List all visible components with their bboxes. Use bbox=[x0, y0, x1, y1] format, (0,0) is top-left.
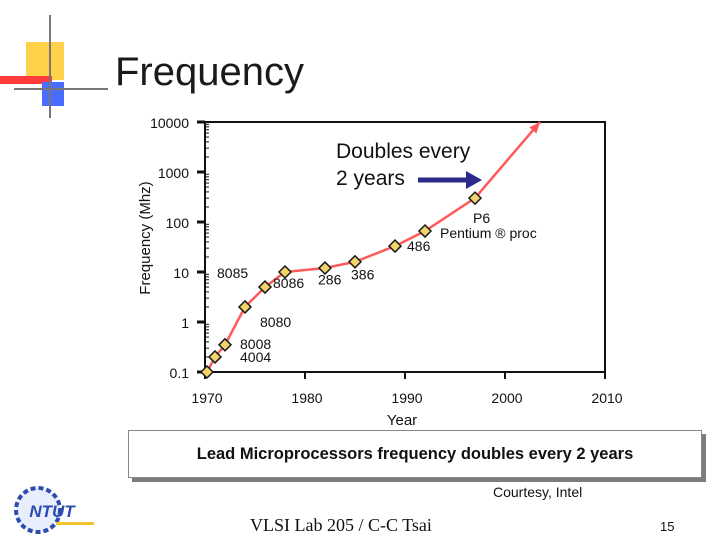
x-tick-label: 1970 bbox=[191, 390, 222, 406]
annotation-arrow-head bbox=[466, 171, 482, 189]
data-point-marker bbox=[387, 239, 403, 254]
logo-wordmark: NTUT bbox=[29, 502, 76, 521]
point-label: 8085 bbox=[217, 265, 248, 281]
data-point-marker bbox=[237, 299, 253, 315]
y-tick-label: 10 bbox=[173, 265, 189, 281]
data-point-marker bbox=[417, 223, 433, 239]
data-point-marker bbox=[207, 349, 223, 365]
page-number: 15 bbox=[660, 519, 675, 534]
data-point-marker bbox=[467, 191, 483, 206]
annotation-line-2: 2 years bbox=[336, 167, 405, 190]
y-tick-label: 0.1 bbox=[170, 365, 190, 381]
point-label: 8008 bbox=[240, 336, 271, 352]
y-tick-label: 10000 bbox=[150, 115, 189, 131]
doubling-annotation: Doubles every 2 years bbox=[336, 138, 470, 192]
annotation-line-1: Doubles every bbox=[336, 140, 471, 163]
caption-text: Lead Microprocessors frequency doubles e… bbox=[196, 444, 634, 463]
x-tick-label: 1980 bbox=[291, 390, 322, 406]
data-point-marker bbox=[347, 254, 363, 269]
data-point-marker bbox=[317, 260, 333, 276]
point-label: 486 bbox=[407, 238, 431, 254]
university-logo: NTUT bbox=[14, 486, 94, 534]
logo-gear bbox=[14, 486, 62, 534]
y-tick-label: 1 bbox=[181, 315, 189, 331]
slide-decoration bbox=[0, 15, 108, 118]
point-label: Pentium ® proc bbox=[440, 225, 537, 241]
point-label: 8086 bbox=[273, 275, 304, 291]
deco-red-bar bbox=[0, 76, 52, 84]
y-tick-label: 1000 bbox=[158, 165, 189, 181]
data-point-marker bbox=[277, 264, 293, 280]
point-label: 286 bbox=[318, 272, 342, 288]
footer-text: VLSI Lab 205 / C-C Tsai bbox=[250, 515, 432, 535]
caption-box: Lead Microprocessors frequency doubles e… bbox=[128, 430, 702, 478]
x-tick-label: 1990 bbox=[391, 390, 422, 406]
data-point-marker bbox=[257, 279, 273, 295]
series-arrowhead bbox=[529, 122, 540, 134]
logo-underline bbox=[56, 522, 94, 525]
y-tick-label: 100 bbox=[166, 215, 190, 231]
slide-title: Frequency bbox=[115, 50, 304, 94]
x-tick-label: 2010 bbox=[591, 390, 622, 406]
point-label: 8080 bbox=[260, 314, 291, 330]
x-tick-label: 2000 bbox=[491, 390, 522, 406]
point-label: 386 bbox=[351, 266, 375, 282]
point-label: P6 bbox=[473, 210, 490, 226]
x-axis-title: Year bbox=[387, 412, 417, 429]
data-point-marker bbox=[217, 337, 233, 352]
point-label: 4004 bbox=[240, 349, 271, 365]
data-point-marker bbox=[199, 364, 215, 380]
y-axis-title: Frequency (Mhz) bbox=[137, 181, 154, 294]
courtesy-text: Courtesy, Intel bbox=[493, 484, 583, 500]
deco-yellow-square bbox=[26, 42, 64, 80]
